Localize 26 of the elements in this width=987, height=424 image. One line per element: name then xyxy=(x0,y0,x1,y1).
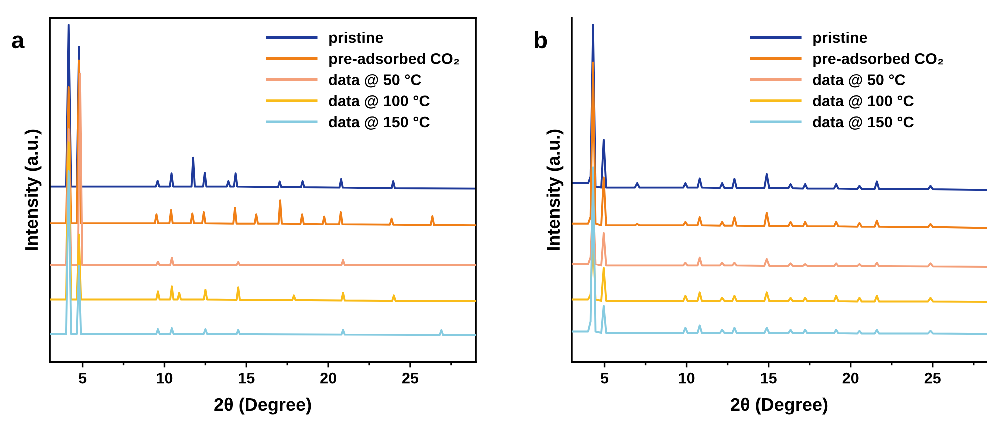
legend-label: data @ 150 °C xyxy=(813,116,914,130)
legend-label: pre-adsorbed CO₂ xyxy=(330,53,460,68)
x-axis-title: 2θ (Degree) xyxy=(731,398,828,415)
x-tick-label: 10 xyxy=(679,372,695,384)
legend-label: data @ 50 °C xyxy=(813,74,906,88)
legend-label: data @ 150 °C xyxy=(329,116,430,130)
legend-label: data @ 100 °C xyxy=(329,95,430,109)
x-tick-label: 15 xyxy=(239,373,255,384)
legend-label: pristine xyxy=(814,32,868,46)
x-tick-label: 5 xyxy=(79,373,87,384)
legend-label: data @ 100 °C xyxy=(813,95,914,109)
x-tick-label: 25 xyxy=(924,372,941,384)
text: b xyxy=(535,31,548,49)
legend-label: data @ 50 °C xyxy=(329,74,422,88)
x-axis-title: 2θ (Degree) xyxy=(214,398,312,415)
x-tick-label: 20 xyxy=(842,372,859,384)
x-tick-label: 15 xyxy=(761,373,777,384)
legend-label: pristine xyxy=(330,32,384,46)
x-tick-label: 20 xyxy=(320,372,336,384)
x-tick-label: 25 xyxy=(402,372,419,384)
x-tick-label: 5 xyxy=(601,373,609,384)
x-tick-label: 10 xyxy=(157,372,173,384)
legend-label: pre-adsorbed CO₂ xyxy=(814,53,944,68)
text: a xyxy=(12,36,25,49)
y-axis-title: Intensity (a.u.) xyxy=(24,130,42,250)
y-axis-title: Intensity (a.u.) xyxy=(546,130,564,250)
